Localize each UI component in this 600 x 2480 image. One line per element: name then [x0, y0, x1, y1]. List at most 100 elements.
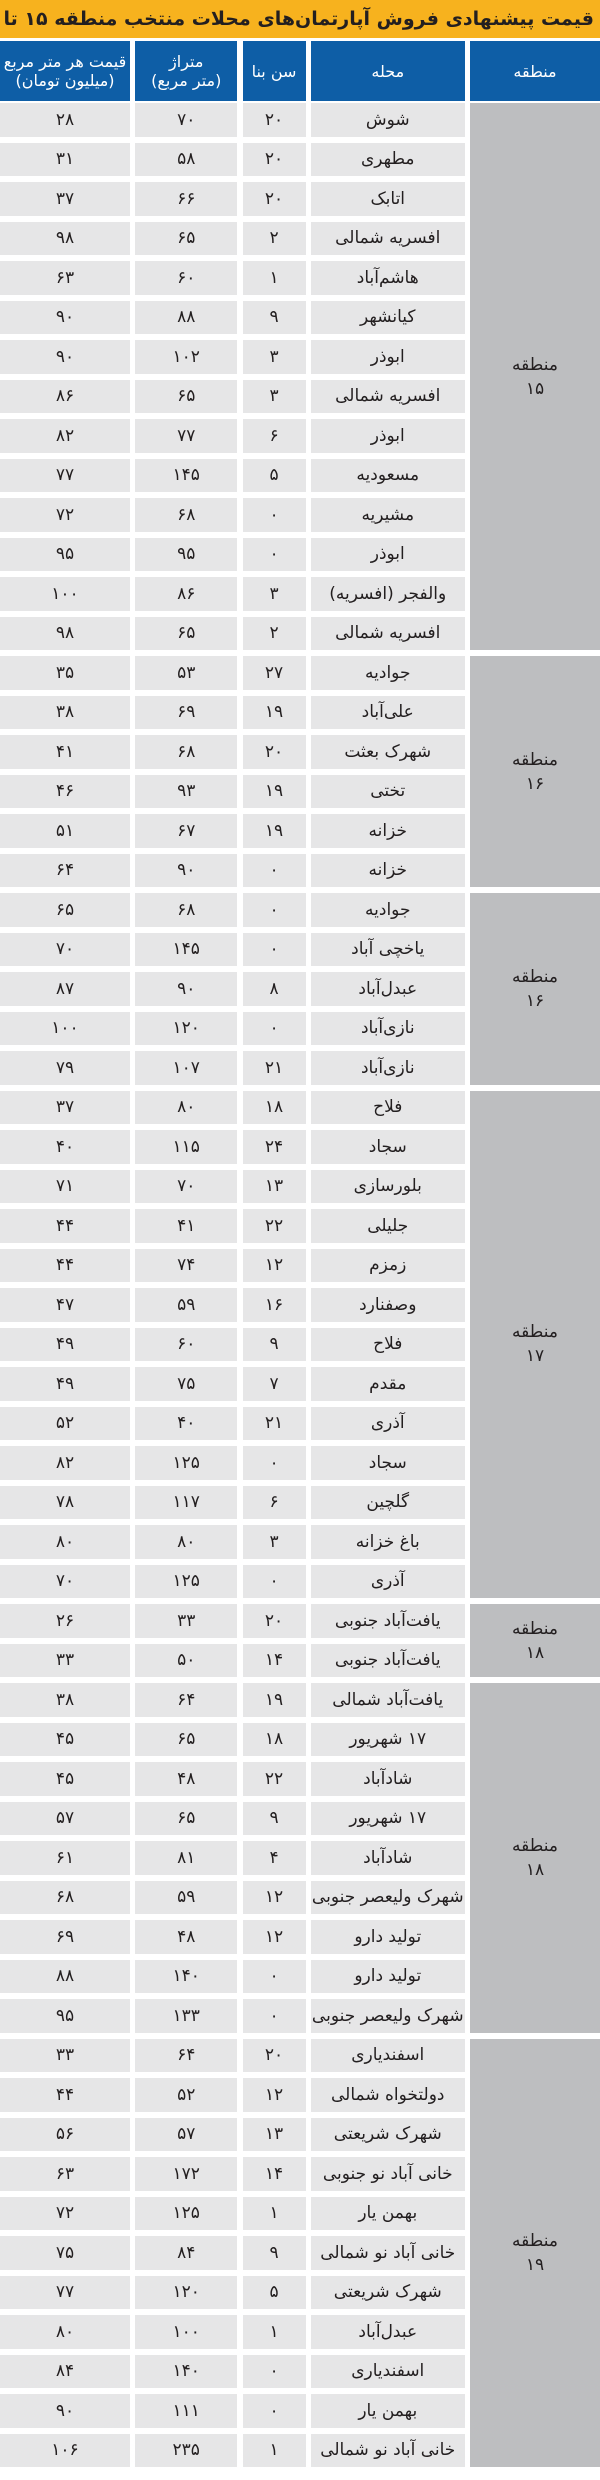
neighborhood-cell: والفجر (افسریه): [310, 577, 465, 611]
area-cell: ۵۹: [135, 1288, 238, 1322]
price-cell: ۸۷: [0, 972, 130, 1006]
area-cell: ۶۷: [135, 814, 238, 848]
neighborhood-cell: دولتخواه شمالی: [310, 2078, 465, 2112]
area-cell: ۴۸: [135, 1920, 238, 1954]
age-cell: ۲۰: [242, 735, 306, 769]
area-cell: ۶۸: [135, 893, 238, 927]
price-cell: ۳۱: [0, 142, 130, 176]
age-cell: ۱: [242, 2196, 306, 2230]
region-cell: منطقه ۱۵: [470, 103, 600, 650]
neighborhood-cell: یاخچی آباد: [310, 932, 465, 966]
price-cell: ۴۷: [0, 1288, 130, 1322]
area-cell: ۵۹: [135, 1880, 238, 1914]
age-cell: ۱۳: [242, 1169, 306, 1203]
region-number: ۱۵: [525, 378, 545, 399]
region-label: منطقه: [512, 1618, 558, 1639]
price-cell: ۶۸: [0, 1880, 130, 1914]
area-cell: ۱۲۵: [135, 2196, 238, 2230]
region-label: منطقه: [512, 354, 558, 375]
neighborhood-cell: خانی آباد نو جنوبی: [310, 2157, 465, 2191]
area-cell: ۹۰: [135, 853, 238, 887]
header-area: متراژ (متر مربع): [135, 41, 238, 101]
neighborhood-cell: وصفنارد: [310, 1288, 465, 1322]
neighborhood-cell: فلاح: [310, 1327, 465, 1361]
region-label: منطقه: [512, 966, 558, 987]
neighborhood-cell: یافت‌آباد شمالی: [310, 1683, 465, 1717]
area-cell: ۶۵: [135, 1801, 238, 1835]
area-cell: ۷۵: [135, 1367, 238, 1401]
age-cell: ۱۴: [242, 2157, 306, 2191]
area-cell: ۸۱: [135, 1841, 238, 1875]
header-region: منطقه: [470, 41, 600, 101]
price-cell: ۹۸: [0, 616, 130, 650]
age-cell: ۷: [242, 1367, 306, 1401]
area-cell: ۶۵: [135, 616, 238, 650]
age-cell: ۰: [242, 498, 306, 532]
age-cell: ۲۰: [242, 1604, 306, 1638]
age-cell: ۱: [242, 2433, 306, 2467]
neighborhood-cell: ۱۷ شهریور: [310, 1722, 465, 1756]
region-group: منطقه ۱۶ جوادیه ۰ ۶۸ ۶۵ یاخچی آباد ۰ ۱۴۵ ۷۰ عبدل‌آ…: [0, 893, 600, 1085]
price-cell: ۴۴: [0, 1248, 130, 1282]
age-cell: ۵: [242, 458, 306, 492]
neighborhood-cell: خزانه: [310, 814, 465, 848]
header-age: سن بنا: [242, 41, 306, 101]
age-cell: ۱: [242, 2315, 306, 2349]
age-cell: ۲۴: [242, 1130, 306, 1164]
neighborhood-cell: فلاح: [310, 1090, 465, 1124]
region-label: منطقه: [512, 1322, 558, 1343]
neighborhood-cell: ابوذر: [310, 537, 465, 571]
neighborhood-cell: شادآباد: [310, 1762, 465, 1796]
age-cell: ۹: [242, 300, 306, 334]
age-cell: ۲۱: [242, 1406, 306, 1440]
neighborhood-cell: مسعودیه: [310, 458, 465, 492]
region-cell: منطقه ۱۸: [470, 1604, 600, 1677]
neighborhood-cell: یافت‌آباد جنوبی: [310, 1604, 465, 1638]
age-cell: ۰: [242, 1564, 306, 1598]
region-cell: منطقه ۱۶: [470, 893, 600, 1085]
header-price: قیمت هر متر مربع (میلیون تومان): [0, 41, 130, 101]
area-cell: ۱۴۰: [135, 2354, 238, 2388]
area-cell: ۶۵: [135, 379, 238, 413]
price-cell: ۶۴: [0, 853, 130, 887]
area-cell: ۶۰: [135, 1327, 238, 1361]
area-cell: ۶۸: [135, 735, 238, 769]
age-cell: ۰: [242, 1959, 306, 1993]
age-cell: ۱۲: [242, 1248, 306, 1282]
age-cell: ۵: [242, 2275, 306, 2309]
neighborhood-cell: ابوذر: [310, 340, 465, 374]
neighborhood-cell: تختی: [310, 774, 465, 808]
neighborhood-cell: مقدم: [310, 1367, 465, 1401]
neighborhood-cell: تولید دارو: [310, 1920, 465, 1954]
neighborhood-cell: نازی‌آباد: [310, 1011, 465, 1045]
age-cell: ۲۲: [242, 1209, 306, 1243]
region-cell: منطقه ۱۸: [470, 1683, 600, 2033]
region-group: منطقه ۱۸ یافت‌آباد جنوبی ۲۰ ۳۳ ۲۶ یافت‌آباد جن…: [0, 1604, 600, 1677]
neighborhood-cell: افسریه شمالی: [310, 379, 465, 413]
area-cell: ۵۰: [135, 1643, 238, 1677]
price-cell: ۴۶: [0, 774, 130, 808]
age-cell: ۱۹: [242, 1683, 306, 1717]
region-number: ۱۶: [525, 990, 545, 1011]
price-cell: ۴۱: [0, 735, 130, 769]
region-label: منطقه: [512, 2230, 558, 2251]
age-cell: ۲: [242, 616, 306, 650]
neighborhood-cell: بهمن یار: [310, 2394, 465, 2428]
price-cell: ۶۹: [0, 1920, 130, 1954]
neighborhood-cell: زمزم: [310, 1248, 465, 1282]
price-cell: ۹۰: [0, 2394, 130, 2428]
area-cell: ۷۰: [135, 103, 238, 137]
age-cell: ۱۹: [242, 814, 306, 848]
neighborhood-cell: علی‌آباد: [310, 695, 465, 729]
age-cell: ۲۰: [242, 142, 306, 176]
region-label: منطقه: [512, 749, 558, 770]
neighborhood-cell: آذری: [310, 1406, 465, 1440]
price-cell: ۴۴: [0, 1209, 130, 1243]
region-number: ۱۷: [525, 1346, 545, 1367]
neighborhood-cell: بلورسازی: [310, 1169, 465, 1203]
price-cell: ۳۷: [0, 182, 130, 216]
price-cell: ۹۵: [0, 1999, 130, 2033]
region-cell: منطقه ۱۶: [470, 656, 600, 887]
neighborhood-cell: اتابک: [310, 182, 465, 216]
price-cell: ۶۳: [0, 261, 130, 295]
